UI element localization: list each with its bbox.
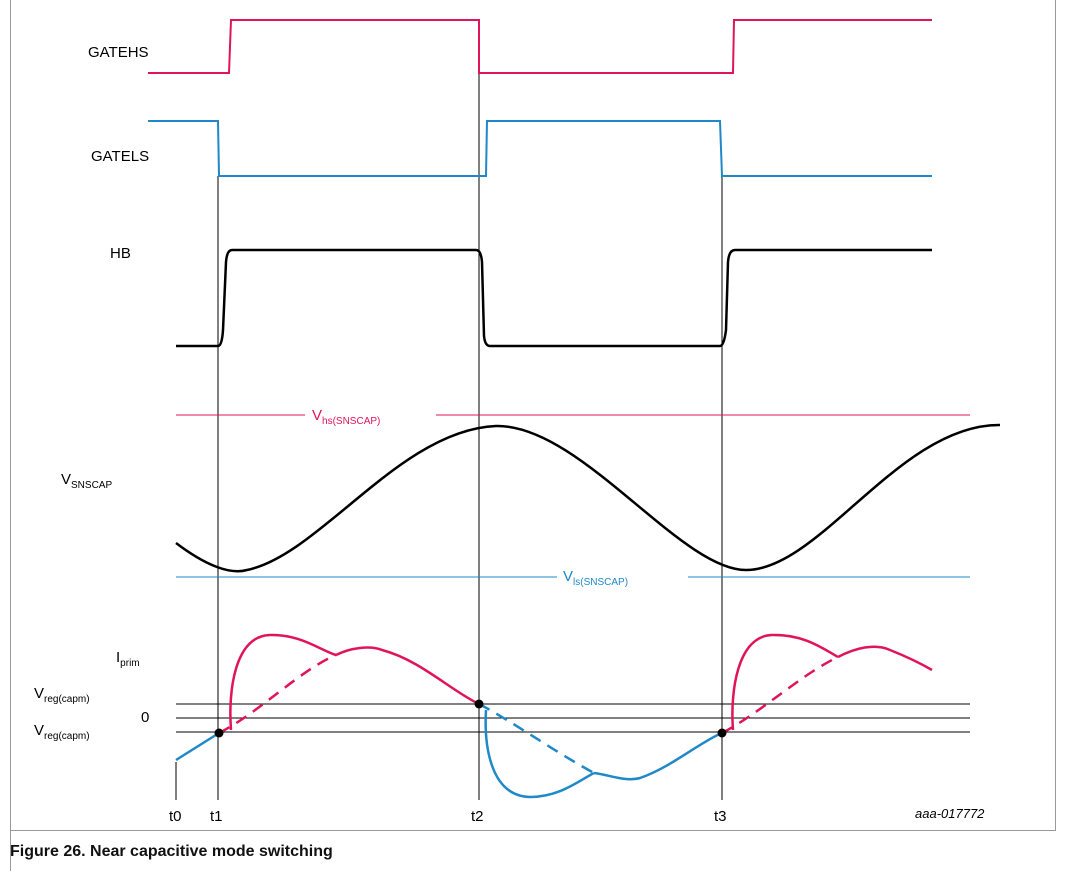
iprim-blue-dip: [484, 709, 595, 799]
iprim-blue-start: [175, 731, 220, 762]
iprim-red-dashed-2: [721, 655, 839, 735]
iprim-red-hump-1: [229, 633, 337, 731]
vreg-upper-label: Vreg(capm): [34, 685, 90, 705]
hb-label: HB: [110, 245, 131, 262]
junction-dot-t2: [474, 699, 484, 709]
gatehs-waveform: [148, 19, 932, 74]
iprim-blue-dashed: [478, 702, 595, 775]
time-label-t3: t3: [714, 808, 727, 825]
gatels-label: GATELS: [91, 148, 149, 165]
figure-caption: Figure 26. Near capacitive mode switchin…: [10, 843, 333, 860]
vhs-threshold-label: Vhs(SNSCAP): [312, 407, 380, 427]
time-label-t2: t2: [471, 808, 484, 825]
iprim-red-decline-2: [837, 645, 933, 672]
junction-dot-t3: [717, 728, 727, 738]
vreg-lower-label: Vreg(capm): [34, 722, 90, 742]
reference-code: aaa-017772: [915, 806, 985, 821]
gatels-waveform: [148, 120, 932, 177]
time-label-t1: t1: [210, 808, 223, 825]
vsnscap-label: VSNSCAP: [61, 471, 112, 491]
iprim-label: Iprim: [116, 649, 140, 669]
gatehs-label: GATEHS: [88, 44, 149, 61]
time-label-t0: t0: [169, 808, 182, 825]
iprim-red-hump-2: [731, 633, 839, 731]
vsnscap-waveform: [175, 423, 1001, 573]
iprim-blue-rise: [593, 731, 723, 781]
junction-dot-t1: [214, 728, 224, 738]
iprim-red-dashed-1: [218, 653, 337, 735]
zero-label: 0: [141, 709, 149, 726]
iprim-red-decline-1: [335, 646, 480, 706]
hb-waveform: [176, 248, 932, 348]
vls-threshold-label: Vls(SNSCAP): [563, 568, 628, 588]
